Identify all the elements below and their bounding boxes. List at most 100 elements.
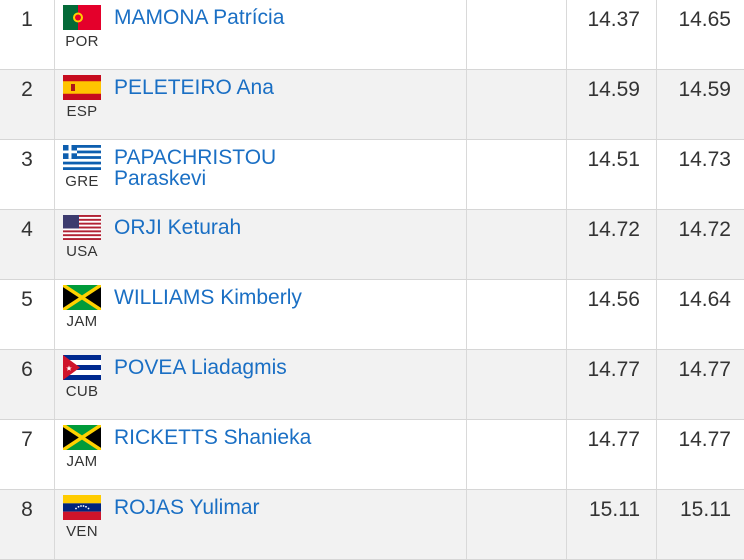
column-divider — [566, 70, 567, 139]
jamaica-flag-icon — [63, 285, 101, 310]
rank-cell: 2 — [21, 78, 33, 101]
time-value: 14.64 — [678, 288, 731, 311]
rank-cell: 8 — [21, 498, 33, 521]
table-row: 3 GRE PAPACHRISTOU Paraskevi 14.51 14.73 — [0, 140, 744, 210]
athlete-name-line1: PELETEIRO Ana — [114, 76, 274, 99]
rank-cell: 6 — [21, 358, 33, 381]
time-value: 14.56 — [587, 288, 640, 311]
athlete-name-line1: WILLIAMS Kimberly — [114, 286, 302, 309]
rank-cell: 1 — [21, 8, 33, 31]
time-value: 15.11 — [680, 498, 731, 521]
table-row: 4 USA ORJI Keturah 14.72 14.72 — [0, 210, 744, 280]
column-divider — [656, 140, 657, 209]
rank-cell: 4 — [21, 218, 33, 241]
column-divider — [54, 420, 55, 489]
country-cell: POR — [63, 5, 103, 50]
column-divider — [566, 0, 567, 69]
athlete-name: ROJAS Yulimar — [114, 497, 444, 518]
column-divider — [656, 70, 657, 139]
rank-cell: 5 — [21, 288, 33, 311]
athlete-name-line1: ORJI Keturah — [114, 216, 242, 239]
athlete-link[interactable]: PAPACHRISTOU Paraskevi — [114, 146, 276, 190]
time-value: 14.37 — [587, 8, 640, 31]
portugal-flag-icon — [63, 5, 101, 30]
athlete-name-line1: POVEA Liadagmis — [114, 356, 287, 379]
country-code: VEN — [66, 523, 98, 540]
column-divider — [466, 280, 467, 349]
time-value: 14.59 — [678, 78, 731, 101]
time-value: 14.59 — [587, 78, 640, 101]
rank-cell: 3 — [21, 148, 33, 171]
column-divider — [656, 350, 657, 419]
athlete-link[interactable]: RICKETTS Shanieka — [114, 426, 311, 449]
spain-flag-icon — [63, 75, 101, 100]
athlete-link[interactable]: MAMONA Patrícia — [114, 6, 284, 29]
column-divider — [566, 210, 567, 279]
athlete-link[interactable]: ROJAS Yulimar — [114, 496, 260, 519]
country-cell: VEN — [63, 495, 103, 540]
usa-flag-icon — [63, 215, 101, 240]
jamaica-flag-icon — [63, 425, 101, 450]
column-divider — [54, 280, 55, 349]
column-divider — [656, 0, 657, 69]
athlete-name-line1: RICKETTS Shanieka — [114, 426, 312, 449]
column-divider — [566, 280, 567, 349]
column-divider — [566, 350, 567, 419]
column-divider — [656, 420, 657, 489]
cuba-flag-icon — [63, 355, 101, 380]
column-divider — [466, 0, 467, 69]
time-value: 14.73 — [678, 148, 731, 171]
column-divider — [466, 70, 467, 139]
column-divider — [656, 280, 657, 349]
time-value: 14.65 — [678, 8, 731, 31]
column-divider — [466, 350, 467, 419]
column-divider — [54, 70, 55, 139]
time-value: 14.77 — [678, 358, 731, 381]
time-value: 14.72 — [587, 218, 640, 241]
time-value: 14.72 — [678, 218, 731, 241]
country-cell: JAM — [63, 285, 103, 330]
column-divider — [656, 210, 657, 279]
column-divider — [466, 140, 467, 209]
table-row: 5 JAM WILLIAMS Kimberly 14.56 14.64 — [0, 280, 744, 350]
venezuela-flag-icon — [63, 495, 101, 520]
column-divider — [54, 490, 55, 559]
column-divider — [54, 140, 55, 209]
table-row: 8 VEN ROJAS Yulimar 15.11 15.11 — [0, 490, 744, 560]
column-divider — [566, 420, 567, 489]
column-divider — [54, 0, 55, 69]
country-cell: ESP — [63, 75, 103, 120]
time-value: 14.77 — [678, 428, 731, 451]
time-value: 15.11 — [589, 498, 640, 521]
column-divider — [566, 490, 567, 559]
country-code: CUB — [65, 383, 99, 400]
time-value: 14.51 — [587, 148, 640, 171]
country-code: GRE — [65, 173, 99, 190]
athlete-name: PELETEIRO Ana — [114, 77, 444, 98]
country-code: JAM — [66, 313, 98, 330]
country-cell: GRE — [63, 145, 103, 190]
athlete-link[interactable]: WILLIAMS Kimberly — [114, 286, 302, 309]
table-row: 7 JAM RICKETTS Shanieka 14.77 14.77 — [0, 420, 744, 490]
country-code: JAM — [66, 453, 98, 470]
table-row: 1 POR MAMONA Patrícia 14.37 14.65 — [0, 0, 744, 70]
table-row: 2 ESP PELETEIRO Ana 14.59 14.59 — [0, 70, 744, 140]
athlete-link[interactable]: ORJI Keturah — [114, 216, 241, 239]
country-code: POR — [65, 33, 99, 50]
athlete-name: RICKETTS Shanieka — [114, 427, 444, 448]
rank-cell: 7 — [21, 428, 33, 451]
column-divider — [466, 210, 467, 279]
column-divider — [566, 140, 567, 209]
athlete-name: ORJI Keturah — [114, 217, 444, 238]
athlete-name-line1: ROJAS Yulimar — [114, 496, 260, 519]
athlete-link[interactable]: POVEA Liadagmis — [114, 356, 287, 379]
athlete-name: PAPACHRISTOU Paraskevi — [114, 147, 444, 189]
country-cell: JAM — [63, 425, 103, 470]
country-code: ESP — [66, 103, 98, 120]
athlete-link[interactable]: PELETEIRO Ana — [114, 76, 274, 99]
column-divider — [54, 210, 55, 279]
column-divider — [54, 350, 55, 419]
time-value: 14.77 — [587, 428, 640, 451]
athlete-name-line2: Paraskevi — [114, 167, 207, 190]
column-divider — [656, 490, 657, 559]
